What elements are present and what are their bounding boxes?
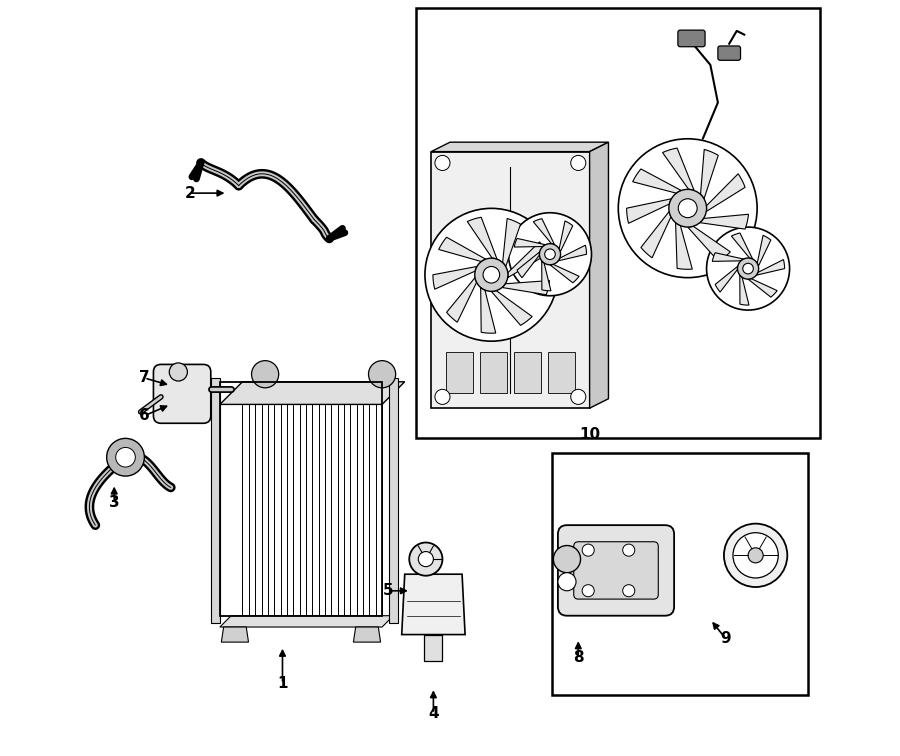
Circle shape: [669, 189, 707, 227]
Polygon shape: [756, 259, 785, 275]
Polygon shape: [732, 233, 752, 259]
Polygon shape: [438, 237, 486, 262]
Text: 4: 4: [428, 706, 438, 721]
Bar: [424, 634, 443, 661]
FancyBboxPatch shape: [574, 542, 658, 599]
Polygon shape: [502, 218, 520, 266]
Circle shape: [748, 548, 763, 563]
Circle shape: [251, 361, 279, 388]
Circle shape: [706, 227, 789, 310]
Polygon shape: [534, 218, 554, 245]
Polygon shape: [590, 142, 608, 408]
Polygon shape: [700, 150, 718, 199]
Polygon shape: [220, 382, 405, 404]
Bar: [552, 454, 808, 695]
Circle shape: [623, 584, 634, 596]
Bar: [548, 352, 574, 393]
Circle shape: [742, 263, 753, 274]
Polygon shape: [481, 287, 496, 333]
Polygon shape: [706, 174, 745, 212]
Polygon shape: [700, 214, 749, 229]
Polygon shape: [220, 615, 393, 627]
Circle shape: [554, 546, 580, 573]
Polygon shape: [502, 280, 550, 295]
Text: 8: 8: [573, 649, 583, 665]
Text: 6: 6: [139, 408, 149, 423]
Polygon shape: [518, 252, 540, 277]
Circle shape: [571, 156, 586, 171]
FancyBboxPatch shape: [718, 46, 741, 60]
Polygon shape: [514, 238, 545, 247]
Text: 1: 1: [277, 676, 288, 691]
Polygon shape: [433, 266, 477, 290]
Circle shape: [623, 544, 634, 556]
Circle shape: [582, 544, 594, 556]
Bar: [211, 378, 220, 623]
Circle shape: [483, 266, 500, 283]
Text: 10: 10: [579, 427, 600, 442]
Polygon shape: [550, 265, 579, 283]
Circle shape: [571, 389, 586, 404]
Polygon shape: [641, 212, 670, 258]
Circle shape: [368, 361, 396, 388]
Bar: [514, 352, 541, 393]
Polygon shape: [633, 169, 681, 194]
Polygon shape: [508, 242, 546, 277]
Polygon shape: [688, 226, 731, 261]
Polygon shape: [757, 235, 770, 266]
Polygon shape: [740, 275, 749, 305]
Bar: [389, 378, 398, 623]
Circle shape: [544, 249, 555, 259]
Polygon shape: [431, 142, 608, 152]
Text: 7: 7: [140, 370, 149, 386]
Polygon shape: [716, 266, 738, 292]
Circle shape: [618, 139, 757, 277]
Polygon shape: [221, 627, 248, 642]
Polygon shape: [626, 199, 671, 223]
Polygon shape: [467, 217, 497, 259]
Polygon shape: [559, 221, 572, 252]
Polygon shape: [431, 152, 590, 408]
Polygon shape: [446, 277, 477, 322]
Circle shape: [582, 584, 594, 596]
Polygon shape: [401, 575, 465, 634]
Circle shape: [508, 212, 591, 296]
Circle shape: [558, 573, 576, 590]
Polygon shape: [748, 279, 778, 297]
Circle shape: [679, 199, 698, 218]
Polygon shape: [712, 253, 743, 262]
Text: 3: 3: [109, 495, 120, 510]
Circle shape: [435, 156, 450, 171]
Bar: [481, 352, 507, 393]
Circle shape: [435, 389, 450, 404]
Text: 9: 9: [720, 631, 731, 646]
Polygon shape: [354, 627, 381, 642]
FancyBboxPatch shape: [558, 525, 674, 615]
Circle shape: [425, 209, 558, 341]
Circle shape: [475, 258, 508, 291]
Circle shape: [418, 552, 434, 567]
Circle shape: [733, 533, 778, 578]
Circle shape: [169, 363, 187, 381]
Circle shape: [724, 524, 788, 587]
Polygon shape: [542, 261, 551, 291]
Bar: [446, 352, 472, 393]
Polygon shape: [662, 148, 694, 191]
Circle shape: [539, 243, 561, 265]
Circle shape: [116, 448, 135, 467]
FancyBboxPatch shape: [153, 364, 211, 423]
Circle shape: [410, 543, 443, 576]
Bar: [416, 8, 820, 438]
Polygon shape: [558, 245, 587, 261]
Text: 5: 5: [382, 584, 393, 598]
Circle shape: [737, 258, 759, 279]
FancyBboxPatch shape: [678, 30, 705, 47]
Polygon shape: [676, 223, 692, 269]
Circle shape: [107, 438, 144, 476]
Polygon shape: [491, 290, 532, 325]
Text: 2: 2: [184, 186, 195, 200]
